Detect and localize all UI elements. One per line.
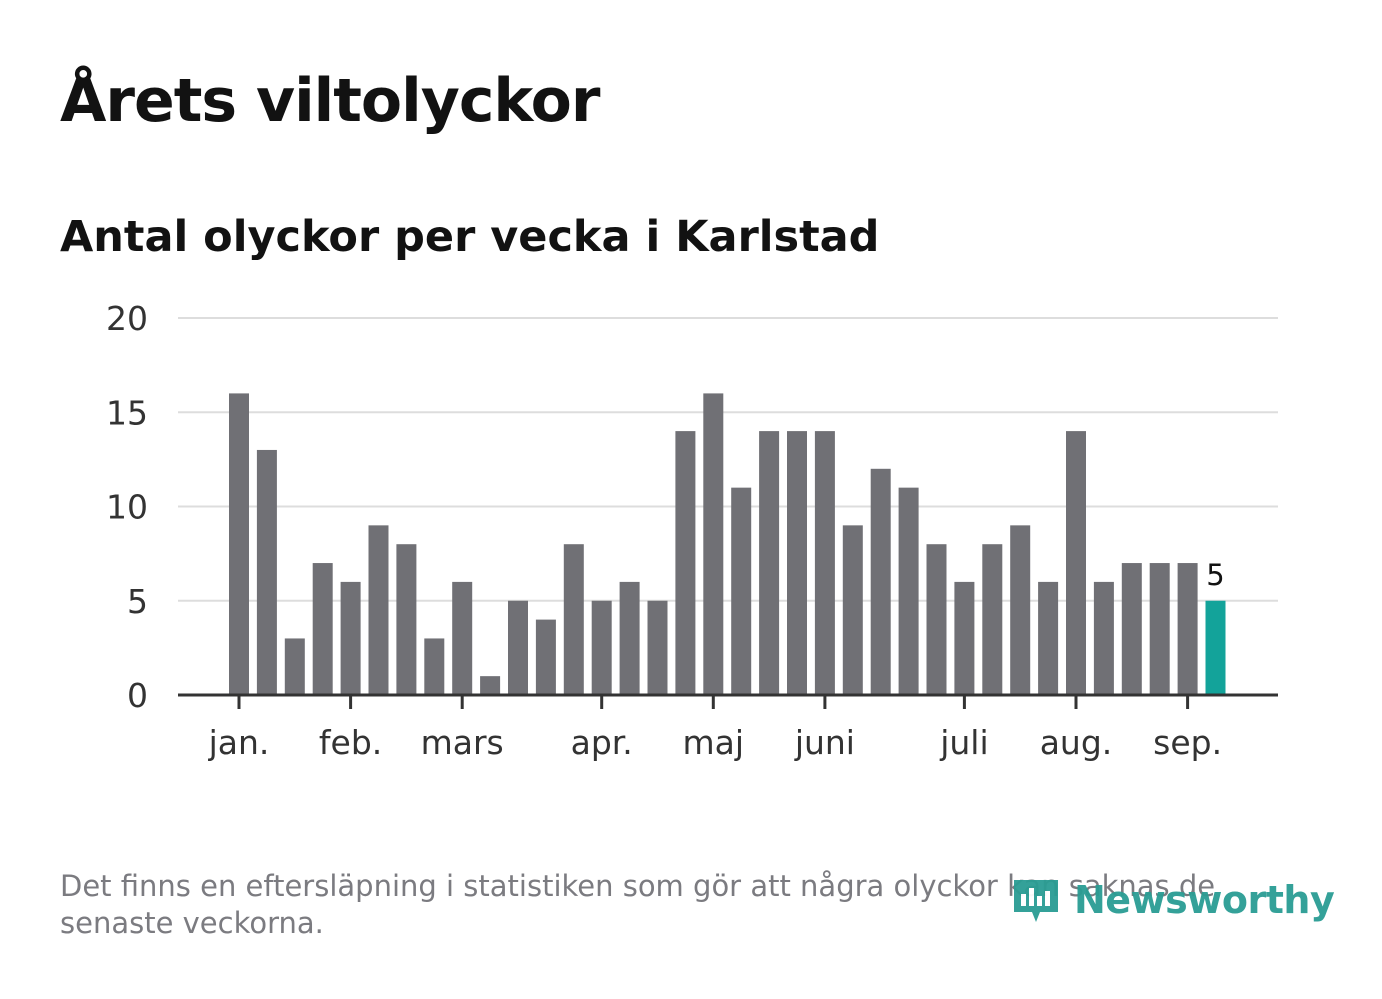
bar [424, 638, 445, 695]
bar [703, 393, 724, 695]
bar [898, 487, 919, 695]
bar [508, 600, 528, 695]
x-tick-label: sep. [1153, 723, 1222, 762]
chart-subtitle: Antal olyckor per vecka i Karlstad [60, 212, 880, 262]
bars [229, 393, 1226, 695]
bar [1066, 431, 1086, 695]
bar [787, 431, 807, 695]
labels: 0 5 10 15 20 jan. feb. mars apr. maj juni juli aug. s… [106, 299, 1225, 762]
x-tick-label: mars [421, 723, 504, 762]
bar [312, 563, 333, 695]
gridlines [178, 317, 1278, 602]
bar [591, 600, 612, 695]
bar [1010, 525, 1031, 695]
bar [535, 619, 556, 695]
bar [619, 581, 640, 695]
bar [870, 468, 891, 695]
bar [814, 431, 835, 695]
bar [1177, 563, 1198, 695]
x-tick-label: maj [683, 723, 745, 762]
data-label: 5 [1206, 558, 1224, 592]
bar [1121, 563, 1142, 695]
bar [480, 676, 501, 695]
bar [1093, 581, 1114, 695]
x-tick-label: juni [794, 723, 855, 762]
brand-name: Newsworthy [1074, 878, 1335, 922]
bar [647, 600, 668, 695]
x-tick-label: feb. [319, 723, 382, 762]
bar [759, 431, 780, 695]
y-tick-label: 15 [106, 393, 148, 432]
bar [731, 487, 752, 695]
axes [178, 693, 1278, 709]
x-tick-label: juli [939, 723, 988, 762]
x-tick-label: aug. [1040, 723, 1113, 762]
bar [1038, 581, 1059, 695]
bar [340, 581, 361, 695]
brand-logo: Newsworthy [1010, 874, 1335, 926]
bar [256, 449, 277, 695]
newsworthy-logo-icon [1014, 880, 1058, 922]
y-tick-label: 0 [127, 676, 148, 715]
bar [842, 525, 863, 695]
y-tick-label: 20 [106, 299, 148, 338]
bar [954, 581, 975, 695]
bar [229, 393, 249, 695]
x-tick-label: jan. [208, 723, 270, 762]
chart-title: Årets viltolyckor [60, 66, 600, 136]
bar [396, 544, 417, 695]
bar [284, 638, 305, 695]
bar [675, 431, 696, 695]
bar [982, 544, 1003, 695]
bar [563, 544, 584, 695]
bar [1149, 563, 1170, 695]
bar [368, 525, 389, 695]
y-tick-label: 10 [106, 488, 148, 527]
y-tick-label: 5 [127, 582, 148, 621]
bar-highlight [1205, 600, 1226, 695]
bar [926, 544, 947, 695]
bar [452, 581, 473, 695]
x-tick-label: apr. [571, 723, 633, 762]
